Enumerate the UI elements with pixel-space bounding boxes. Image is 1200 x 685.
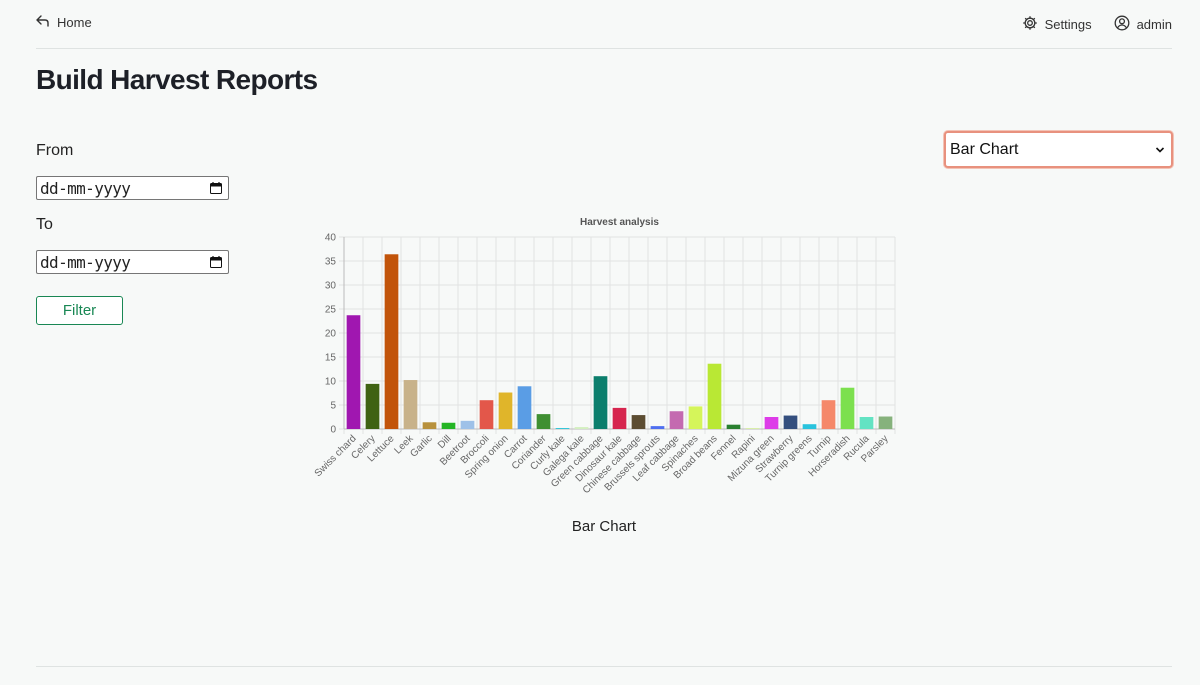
- to-date-input[interactable]: dd-mm-yyyy: [36, 250, 229, 274]
- bar: [593, 376, 608, 429]
- bar: [859, 417, 874, 429]
- bar: [422, 422, 437, 429]
- bar: [536, 414, 551, 429]
- bar: [365, 383, 380, 429]
- bar: [650, 426, 665, 429]
- calendar-icon[interactable]: [210, 253, 222, 272]
- y-tick-label: 0: [330, 425, 336, 436]
- bar: [384, 254, 399, 429]
- home-link[interactable]: Home: [36, 15, 92, 30]
- bar: [783, 415, 798, 429]
- chart-caption: Bar Chart: [571, 518, 637, 535]
- bar: [555, 428, 570, 429]
- bar: [574, 427, 589, 429]
- y-tick-label: 40: [325, 233, 337, 244]
- y-tick-label: 25: [325, 305, 337, 316]
- filter-button[interactable]: Filter: [36, 296, 123, 325]
- settings-label: Settings: [1044, 17, 1092, 32]
- footer-divider: [36, 666, 1172, 667]
- y-tick-label: 10: [325, 377, 337, 388]
- gear-icon: [1022, 15, 1038, 34]
- y-tick-label: 35: [325, 257, 337, 268]
- settings-link[interactable]: Settings: [1022, 15, 1092, 34]
- bar: [669, 411, 684, 429]
- y-tick-label: 5: [330, 401, 336, 412]
- bar: [707, 363, 722, 429]
- calendar-icon[interactable]: [210, 179, 222, 198]
- y-tick-label: 15: [325, 353, 337, 364]
- bar: [441, 422, 456, 429]
- bar: [631, 415, 646, 429]
- bar: [726, 424, 741, 429]
- home-label: Home: [57, 15, 92, 30]
- to-date-value: dd-mm-yyyy: [40, 252, 131, 272]
- bar: [745, 428, 760, 429]
- from-date-input[interactable]: dd-mm-yyyy: [36, 176, 229, 200]
- y-tick-label: 30: [325, 281, 337, 292]
- bar: [878, 416, 893, 429]
- user-label: admin: [1136, 17, 1172, 32]
- back-arrow-icon: [36, 15, 50, 30]
- from-label: From: [36, 142, 74, 159]
- page-title: Build Harvest Reports: [36, 64, 318, 95]
- user-menu[interactable]: admin: [1114, 15, 1172, 34]
- user-circle-icon: [1114, 15, 1130, 34]
- bar: [688, 406, 703, 429]
- bar: [840, 387, 855, 429]
- x-tick-label: Garlic: [408, 433, 434, 459]
- chart-title: Harvest analysis: [580, 217, 659, 228]
- chart-type-select[interactable]: Bar Chart: [944, 131, 1173, 168]
- bar: [346, 315, 361, 429]
- bar: [802, 424, 817, 429]
- bar: [517, 386, 532, 429]
- top-navbar: Home Settings admin: [36, 0, 1172, 49]
- bar: [403, 380, 418, 429]
- bar: [612, 407, 627, 429]
- to-label: To: [36, 216, 53, 233]
- y-tick-label: 20: [325, 329, 337, 340]
- chart-type-selected: Bar Chart: [950, 140, 1019, 158]
- chevron-down-icon: [1155, 141, 1165, 159]
- bar: [821, 400, 836, 429]
- bar: [764, 417, 779, 429]
- bar: [460, 420, 475, 429]
- from-date-value: dd-mm-yyyy: [40, 178, 131, 198]
- bar: [479, 400, 494, 429]
- bar: [498, 392, 513, 429]
